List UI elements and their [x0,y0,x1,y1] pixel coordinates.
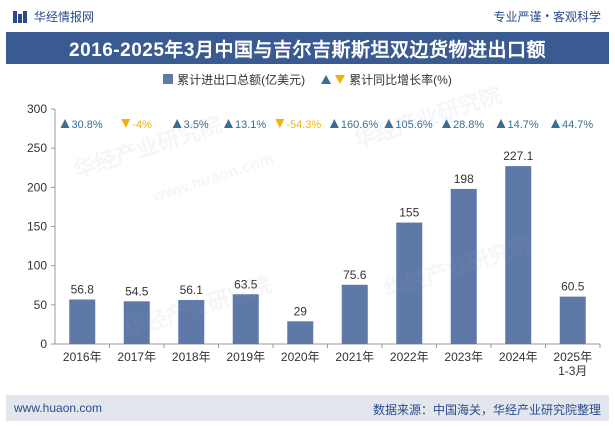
legend-label-growth: 累计同比增长率(%) [349,72,452,87]
bar [69,299,96,344]
growth-rate-label: 14.7% [508,119,539,131]
x-tick-label: 2017年 [117,350,156,364]
growth-up-triangle-icon [384,119,394,128]
brand: 华经情报网 [12,8,94,25]
bar [123,301,150,344]
top-bar: 华经情报网 专业严谨 • 客观科学 [0,0,615,30]
growth-up-triangle-icon [329,119,339,128]
tagline-right: 客观科学 [552,10,601,24]
legend-item-growth: 累计同比增长率(%) [321,71,452,88]
growth-rate-label: 105.6% [395,119,433,131]
x-tick-label: 2025年 [553,350,592,364]
bar [287,321,314,344]
legend-label-total: 累计进出口总额(亿美元) [177,72,306,87]
legend-item-total: 累计进出口总额(亿美元) [163,71,305,88]
y-tick-label: 150 [27,220,47,234]
tagline-separator-icon: • [545,11,549,22]
chart-legend: 累计进出口总额(亿美元) 累计同比增长率(%) [0,70,615,88]
footer-source: 数据来源：中国海关，华经产业研究院整理 [372,403,601,417]
x-tick-label: 2022年 [390,350,429,364]
brand-logo-icon [13,10,27,23]
bar-value-label: 54.5 [125,284,149,298]
bar-value-label: 63.5 [234,277,258,291]
bar [178,300,205,344]
bar [396,222,423,344]
brand-name: 华经情报网 [34,10,95,24]
growth-rate-label: 13.1% [235,119,266,131]
bar-value-label: 60.5 [561,280,585,294]
y-tick-label: 50 [34,298,48,312]
growth-up-triangle-icon [442,119,451,128]
bar [341,284,368,344]
growth-rate-label: -4% [132,119,152,131]
bar [232,294,259,344]
growth-rate-label: 44.7% [562,119,593,131]
growth-up-triangle-icon [551,119,560,128]
bar-value-label: 155 [399,206,419,220]
x-tick-label: 2018年 [172,350,211,364]
tagline: 专业严谨 • 客观科学 [493,8,601,25]
growth-down-triangle-icon [121,119,131,128]
bar-value-label: 29 [294,304,308,318]
y-tick-label: 300 [27,102,47,116]
y-tick-label: 0 [40,337,47,351]
legend-down-triangle-icon [335,74,346,84]
bar-value-label: 56.8 [71,283,95,297]
growth-up-triangle-icon [496,119,506,128]
legend-up-triangle-icon [321,74,332,84]
footer: www.huaon.com 数据来源：中国海关，华经产业研究院整理 [6,395,609,421]
bar-value-label: 198 [454,172,474,186]
bar [450,188,477,344]
bar-value-label: 56.1 [180,283,204,297]
growth-rate-label: 160.6% [341,119,379,131]
bar-value-label: 227.1 [503,149,533,163]
growth-up-triangle-icon [224,119,233,128]
tagline-left: 专业严谨 [493,10,542,24]
x-tick-label: 1-3月 [558,364,587,378]
x-tick-label: 2024年 [499,350,538,364]
growth-up-triangle-icon [172,119,182,128]
bar-value-label: 75.6 [343,268,367,282]
bar [505,166,532,344]
y-tick-label: 200 [27,180,47,194]
y-tick-label: 250 [27,141,47,155]
growth-up-triangle-icon [60,119,70,128]
growth-rate-label: -54.3% [286,119,321,131]
x-tick-label: 2021年 [335,350,374,364]
chart-title: 2016-2025年3月中国与吉尔吉斯斯坦双边货物进出口额 [6,32,609,64]
x-tick-label: 2016年 [63,350,102,364]
legend-bar-swatch-icon [163,74,174,84]
bar-chart: 0 50 100 150 200 250 300 56.8 2016年 30.8% 54.5 2017… [27,102,601,378]
footer-website: www.huaon.com [14,401,103,415]
growth-rate-label: 30.8% [72,119,103,131]
bar [559,296,586,344]
growth-rate-label: 28.8% [453,119,484,131]
x-tick-label: 2023年 [444,350,483,364]
growth-rate-label: 3.5% [184,119,209,131]
y-tick-label: 100 [27,259,47,273]
growth-down-triangle-icon [275,119,285,128]
x-tick-label: 2019年 [226,350,265,364]
x-tick-label: 2020年 [281,350,320,364]
